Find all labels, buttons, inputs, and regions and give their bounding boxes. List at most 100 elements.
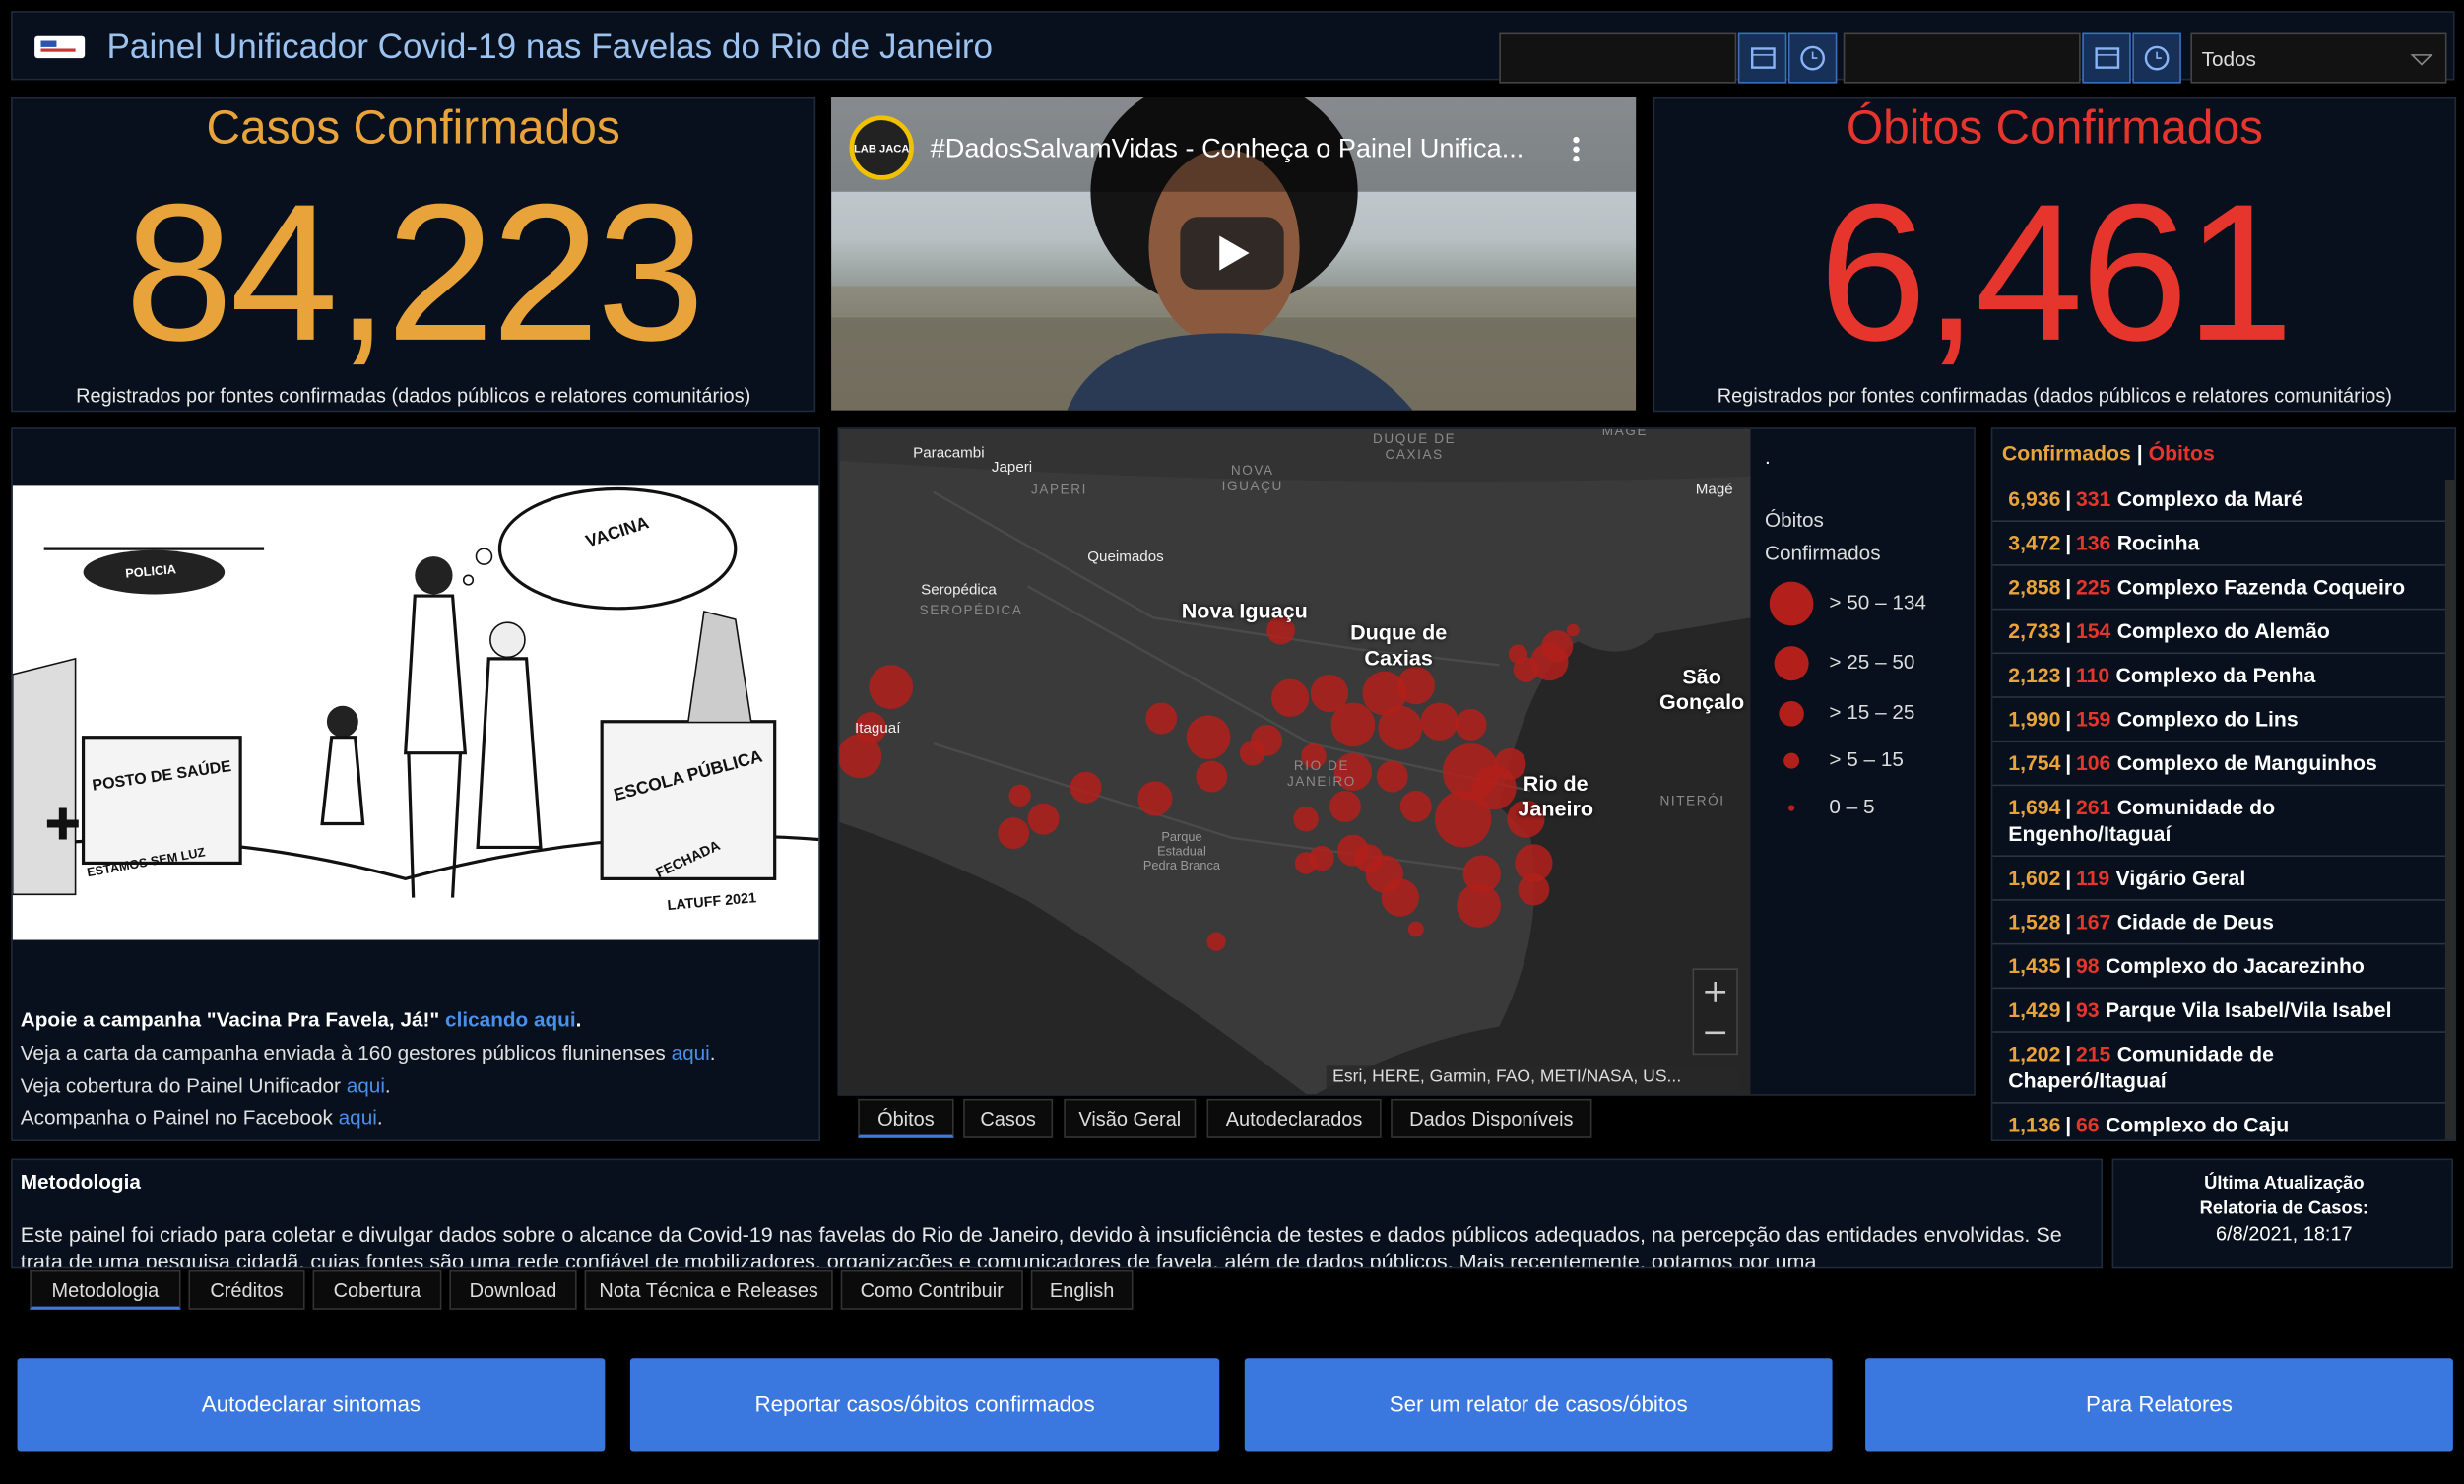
update-panel: Última Atualização Relatoria de Casos: 6… [2111,1158,2453,1269]
ranking-row[interactable]: 3,472 | 136 Rocinha [1992,522,2445,566]
map-circle[interactable] [855,712,886,744]
header: Painel Unificador Covid-19 nas Favelas d… [11,11,2455,84]
map-circle[interactable] [998,817,1030,850]
tab[interactable]: Óbitos [858,1098,954,1138]
map-circle[interactable] [1206,932,1226,951]
ranking-row[interactable]: 6,936 | 331 Complexo da Maré [1992,478,2445,523]
date-input[interactable] [1843,32,2081,84]
time-button[interactable] [2132,32,2181,84]
map-circle[interactable] [1070,771,1102,804]
map-circle[interactable] [1507,800,1545,838]
filter-dropdown[interactable]: Todos [2190,32,2447,84]
campaign-line: Apoie a campanha "Vacina Pra Favela, Já!… [21,1004,814,1037]
action-button[interactable]: Ser um relator de casos/óbitos [1244,1358,1833,1452]
map-circle[interactable] [1399,790,1432,822]
map-circle[interactable] [1301,743,1327,769]
map-label: Japeri [991,459,1033,477]
ranking-row[interactable]: 1,202 | 215 Comunidade de Chaperó/Itaguaí [1992,1033,2445,1104]
video-player[interactable]: LAB JACA #DadosSalvamVidas - Conheça o P… [831,97,1637,411]
ranking-row[interactable]: 1,694 | 261 Comunidade do Engenho/Itaguaí [1992,786,2445,858]
map-circle[interactable] [1420,702,1459,741]
cases-title: Casos Confirmados [206,101,620,155]
tab[interactable]: Metodologia [30,1269,181,1310]
line-text: Acompanha o Painel no Facebook [20,1105,339,1129]
ranking-row[interactable]: 1,136 | 66 Complexo do Caju [1992,1104,2445,1140]
legend-label: > 15 – 25 [1829,701,1914,724]
ranking-row[interactable]: 2,733 | 154 Complexo do Alemão [1992,610,2445,655]
map-circle[interactable] [1541,630,1574,663]
tab[interactable]: Download [449,1269,577,1310]
ranking-row[interactable]: 2,858 | 225 Complexo Fazenda Coqueiro [1992,566,2445,611]
time-button[interactable] [1787,32,1838,84]
action-button[interactable]: Para Relatores [1865,1358,2453,1452]
map-circle[interactable] [1455,708,1487,741]
map-circle[interactable] [1186,715,1231,760]
map-circle[interactable] [839,734,882,779]
map-circle[interactable] [1266,615,1295,645]
tab[interactable]: Autodeclarados [1206,1098,1382,1138]
ranking-row[interactable]: 1,990 | 159 Complexo do Lins [1992,698,2445,742]
action-button[interactable]: Reportar casos/óbitos confirmados [629,1358,1220,1452]
map-circle[interactable] [1407,921,1424,937]
link[interactable]: aqui [346,1072,385,1097]
tab[interactable]: Dados Disponíveis [1391,1098,1592,1138]
map-circle[interactable] [1354,844,1384,873]
map-circle[interactable] [1329,790,1361,822]
tab[interactable]: Cobertura [312,1269,442,1310]
tab[interactable]: Nota Técnica e Releases [584,1269,833,1310]
calendar-button[interactable] [2082,32,2131,84]
map-circle[interactable] [1362,671,1407,716]
ranking-row[interactable]: 1,528 | 167 Cidade de Deus [1992,901,2445,945]
logo [34,35,86,59]
map-circle[interactable] [1518,873,1550,906]
calendar-button[interactable] [1737,32,1787,84]
ranking-row[interactable]: 1,435 | 98 Complexo do Jacarezinho [1992,944,2445,990]
map-circle[interactable] [1434,790,1492,848]
scrollbar[interactable] [2444,479,2455,1140]
map-circle[interactable] [1145,702,1178,735]
map-circle[interactable] [1513,657,1539,682]
deaths-count: 98 [2075,954,2100,978]
map-circle[interactable] [1566,623,1580,637]
map-circle[interactable] [1196,760,1228,793]
ranking-row[interactable]: 1,602 | 119 Vigário Geral [1992,857,2445,901]
map-circle[interactable] [1330,702,1376,747]
map-circle[interactable] [1457,883,1501,928]
map-circle[interactable] [1008,784,1031,807]
tab[interactable]: Créditos [188,1269,305,1310]
tab[interactable]: Como Contribuir [840,1269,1023,1310]
map-circle[interactable] [1294,852,1318,874]
date-input[interactable] [1499,32,1737,84]
map-circle[interactable] [1381,878,1419,917]
map-circle[interactable] [1293,806,1319,832]
community-name: Rocinha [2116,531,2200,555]
tab[interactable]: English [1030,1269,1134,1310]
tab[interactable]: Casos [963,1098,1054,1138]
map-circle[interactable] [1396,666,1435,705]
ranking-row[interactable]: 1,429 | 93 Parque Vila Isabel/Vila Isabel [1992,989,2445,1033]
map-circle[interactable] [1270,678,1310,717]
map-circle[interactable] [1310,674,1349,713]
link[interactable]: aqui [338,1105,377,1129]
map-circle[interactable] [1027,803,1060,835]
map-circle[interactable] [1333,752,1373,791]
map-circle[interactable] [1494,747,1526,780]
map-circle[interactable] [1508,644,1528,664]
map-circle[interactable] [1376,760,1408,793]
map-circle[interactable] [1515,844,1553,882]
link[interactable]: aqui [671,1040,710,1065]
map-circle[interactable] [1240,740,1265,766]
line-end: . [575,1007,582,1032]
link[interactable]: clicando aqui [445,1007,576,1032]
confirmed-count: 2,123 [2008,663,2061,687]
action-button[interactable]: Autodeclarar sintomas [17,1358,606,1452]
zoom-control[interactable] [1692,968,1738,1056]
community-name: Complexo da Penha [2115,663,2316,687]
tab[interactable]: Visão Geral [1064,1098,1197,1138]
ranking-row[interactable]: 2,123 | 110 Complexo da Penha [1992,654,2445,698]
map-circle[interactable] [1378,705,1423,750]
map-circle[interactable] [1137,781,1173,816]
map-circle[interactable] [1462,855,1501,893]
map-circle[interactable] [869,665,914,709]
ranking-row[interactable]: 1,754 | 106 Complexo de Manguinhos [1992,742,2445,787]
